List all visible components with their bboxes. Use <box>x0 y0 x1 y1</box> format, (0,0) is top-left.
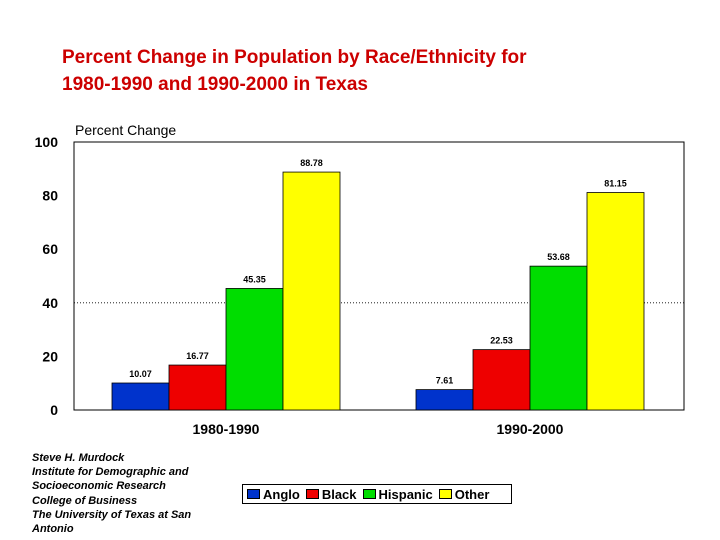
y-tick-label-80: 80 <box>42 188 58 204</box>
author-credit: Steve H. Murdock Institute for Demograph… <box>32 451 232 536</box>
legend-label-other: Other <box>454 486 490 502</box>
legend-swatch-black <box>305 489 319 499</box>
data-label-hispanic-1980-1990: 45.35 <box>243 274 266 284</box>
bar-hispanic-1980-1990 <box>225 288 284 411</box>
credit-line-6: Antonio <box>32 523 74 536</box>
y-tick-label-60: 60 <box>42 241 58 257</box>
bar-anglo-1980-1990 <box>111 382 170 411</box>
legend-label-hispanic: Hispanic <box>378 486 433 502</box>
data-label-other-1990-2000: 81.15 <box>604 179 627 189</box>
y-tick-label-0: 0 <box>50 402 58 418</box>
x-tick-label-1980-1990: 1980-1990 <box>193 421 260 437</box>
data-label-other-1980-1990: 88.78 <box>300 158 323 168</box>
bar-other-1990-2000 <box>586 192 645 411</box>
data-label-anglo-1990-2000: 7.61 <box>436 376 454 386</box>
legend-label-black: Black <box>321 486 357 502</box>
y-axis-label: Percent Change <box>75 122 176 138</box>
data-label-black-1980-1990: 16.77 <box>186 351 209 361</box>
legend-swatch-anglo <box>247 489 260 499</box>
bar-other-1980-1990 <box>282 171 341 411</box>
credit-line-4: College of Business <box>32 494 138 507</box>
legend-item-hispanic: Hispanic <box>362 486 433 502</box>
data-label-anglo-1980-1990: 10.07 <box>129 369 152 379</box>
chart-title: Percent Change in Population by Race/Eth… <box>62 44 682 98</box>
legend-label-anglo: Anglo <box>263 486 300 502</box>
legend-swatch-other <box>438 489 452 499</box>
bar-black-1990-2000 <box>472 349 531 411</box>
y-tick-label-100: 100 <box>35 134 59 150</box>
chart-title-line-2: 1980-1990 and 1990-2000 in Texas <box>62 74 368 95</box>
y-tick-label-20: 20 <box>42 348 58 364</box>
credit-line-2: Institute for Demographic and <box>32 466 189 479</box>
x-tick-label-1990-2000: 1990-2000 <box>497 421 564 437</box>
credit-line-1: Steve H. Murdock <box>32 452 125 464</box>
data-label-hispanic-1990-2000: 53.68 <box>547 252 570 262</box>
data-label-black-1990-2000: 22.53 <box>490 336 513 346</box>
legend-item-other: Other <box>438 486 490 502</box>
y-tick-label-40: 40 <box>42 295 58 311</box>
legend-item-black: Black <box>305 486 357 502</box>
bar-anglo-1990-2000 <box>415 389 474 411</box>
chart-title-line-1: Percent Change in Population by Race/Eth… <box>62 47 527 68</box>
bar-hispanic-1990-2000 <box>529 265 588 411</box>
credit-line-5: The University of Texas at San <box>32 508 192 521</box>
chart-legend: Anglo Black Hispanic Other <box>242 484 512 504</box>
legend-swatch-hispanic <box>362 489 376 499</box>
legend-item-anglo: Anglo <box>247 487 300 502</box>
credit-line-3: Socioeconomic Research <box>32 480 166 493</box>
plot-frame <box>73 141 685 411</box>
bar-black-1980-1990 <box>168 364 227 411</box>
